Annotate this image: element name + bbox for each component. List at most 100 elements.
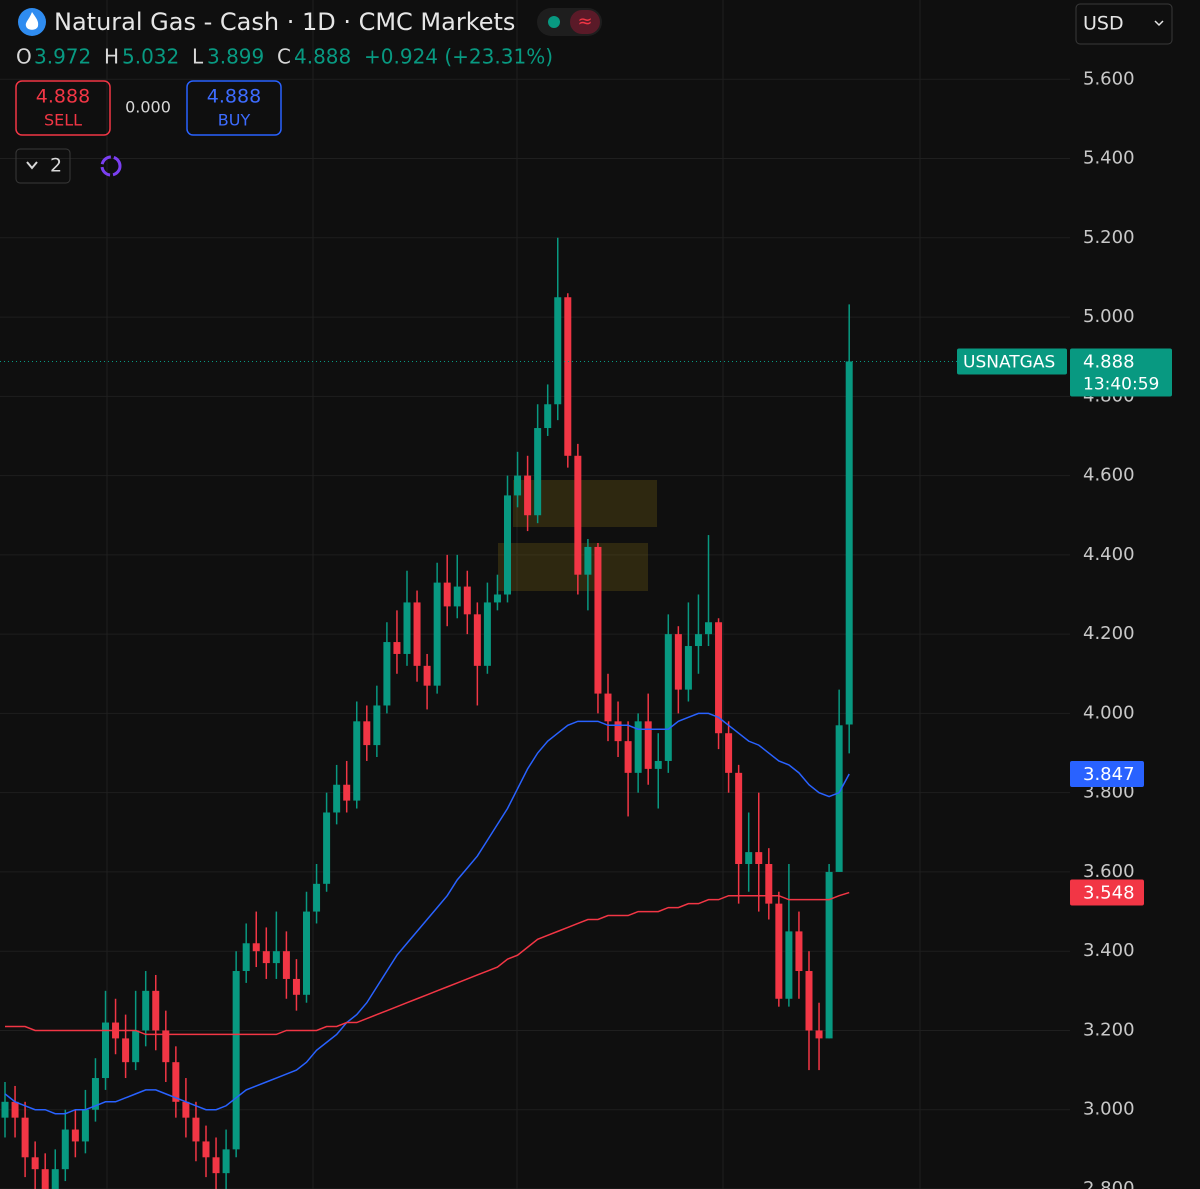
candle-body [644,721,652,769]
candle-body [31,1157,39,1170]
candle-body [272,951,280,964]
candle-body [514,475,522,496]
y-tick-label: 5.000 [1083,306,1135,327]
y-tick-label: 5.200 [1083,227,1135,248]
candle-body [845,361,853,725]
candle-body [1,1101,9,1118]
ohlc-value: 3.899 [207,45,264,69]
candle-body [554,297,562,405]
candle-body [594,546,602,694]
symbol-label: USNATGAS [963,352,1055,372]
ohlc-label: H [104,45,119,69]
candle-body [694,634,702,647]
candle-body [815,1030,823,1039]
sell-label: SELL [44,111,82,130]
candle-body [433,582,441,686]
candle-body [142,990,150,1031]
sell-button[interactable] [15,80,111,136]
candle-body [41,1169,49,1189]
candle-body [61,1129,69,1170]
candle-body [835,725,843,872]
candle-body [313,883,321,912]
y-tick-label: 5.400 [1083,148,1135,169]
candle-body [373,705,381,746]
candle-body [654,760,662,769]
sell-price: 4.888 [36,86,90,108]
candle-body [162,1030,170,1063]
ohlc-label: L [192,45,204,69]
ma-tag [1070,879,1144,906]
candle-body [544,404,552,429]
y-tick-label: 4.200 [1083,623,1135,644]
ohlc-label: O [16,45,32,69]
candle-body [292,978,300,995]
candle-body [443,582,451,607]
y-tick-label: 3.000 [1083,1099,1135,1120]
candle-body [524,475,532,516]
moving-average [5,891,850,1036]
candle-body [212,1157,220,1174]
time-grid [106,0,921,1189]
candle-body [684,646,692,690]
candle-body [71,1129,79,1142]
buy-price: 4.888 [207,86,261,108]
ma-tag-value: 3.548 [1083,883,1135,904]
candle-body [282,951,290,979]
ohlc-value: 3.972 [34,45,91,69]
ohlc-label: C [277,45,291,69]
chart-title: Natural Gas - Cash · 1D · CMC Markets [54,8,515,36]
candle-body [363,721,371,746]
candle-body [182,1101,190,1118]
candle-body [725,733,733,773]
refresh-icon[interactable] [100,155,122,177]
candle-body [333,784,341,813]
candle-body [705,622,712,635]
price-tag-value: 4.888 [1083,351,1135,372]
candle-body [775,903,783,999]
status-icon: ≈ [577,11,592,32]
candle-body [664,634,672,761]
candle-body [735,772,743,865]
candle-body [715,622,723,734]
symbol-tag [957,348,1067,375]
candle-body [202,1141,210,1158]
candle-body [403,602,411,654]
y-tick-label: 5.600 [1083,68,1135,89]
candle-body [473,614,481,666]
spread: 0.000 [125,98,171,117]
indicator-toggle[interactable] [15,148,71,184]
currency-select[interactable] [1075,3,1173,45]
y-tick-label: 3.200 [1083,1019,1135,1040]
candle-body [51,1169,59,1189]
candle-body [674,634,682,690]
candle-body [805,971,813,1031]
ohlc-value: 5.032 [122,45,179,69]
candle-body [564,297,572,456]
candle-body [102,1022,109,1079]
indicator-count: 2 [50,155,62,177]
candle-body [11,1101,19,1118]
candle-body [584,546,592,575]
candle-body [262,951,270,964]
candle-body [453,586,461,607]
candle-body [604,693,612,722]
buy-button[interactable] [186,80,282,136]
countdown: 13:40:59 [1083,374,1159,394]
candle-body [745,852,753,865]
ma-tag-value: 3.847 [1083,764,1135,785]
y-tick-label: 4.000 [1083,702,1135,723]
y-tick-label: 4.600 [1083,465,1135,486]
candle-body [825,871,833,1039]
y-tick-label: 4.400 [1083,544,1135,565]
ohlc-value: 4.888 [294,45,351,69]
candle-body [795,931,803,972]
status-alert [570,10,600,34]
candle-body [624,741,632,773]
candle-body [353,721,361,801]
change: +0.924 (+23.31%) [364,45,553,69]
candle-body [122,1038,130,1063]
chevron [26,161,38,170]
candle-body [765,864,773,904]
candle-body [303,911,310,995]
candle-body [634,721,642,773]
